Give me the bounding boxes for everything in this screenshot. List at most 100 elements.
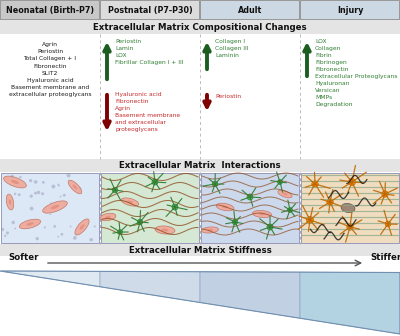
Circle shape: [1, 228, 4, 231]
Circle shape: [232, 219, 238, 225]
Circle shape: [112, 187, 118, 193]
Ellipse shape: [216, 203, 234, 211]
Ellipse shape: [11, 180, 19, 184]
Circle shape: [348, 178, 356, 185]
Ellipse shape: [80, 224, 84, 230]
Ellipse shape: [282, 193, 288, 195]
Circle shape: [79, 187, 81, 190]
Ellipse shape: [19, 219, 41, 229]
Text: Extracellular Matrix  Interactions: Extracellular Matrix Interactions: [119, 161, 281, 170]
Text: Collagen I
Collagen III
Laminin: Collagen I Collagen III Laminin: [215, 39, 248, 58]
Ellipse shape: [68, 180, 82, 194]
Circle shape: [52, 184, 55, 188]
Circle shape: [57, 236, 59, 238]
Ellipse shape: [155, 226, 175, 234]
Bar: [101, 173, 199, 243]
Ellipse shape: [73, 184, 77, 190]
Circle shape: [94, 225, 96, 227]
Circle shape: [18, 193, 21, 196]
Text: Adult: Adult: [238, 6, 262, 15]
Circle shape: [30, 207, 34, 210]
Ellipse shape: [222, 206, 228, 208]
Circle shape: [10, 175, 14, 178]
Circle shape: [50, 213, 51, 215]
Circle shape: [60, 233, 63, 236]
Circle shape: [44, 226, 46, 228]
Ellipse shape: [26, 222, 34, 226]
Bar: [301, 173, 399, 243]
Circle shape: [137, 219, 143, 225]
Bar: [0, 34, 400, 159]
Text: Injury: Injury: [337, 6, 363, 15]
Bar: [0, 244, 400, 256]
Circle shape: [57, 183, 59, 185]
Circle shape: [66, 173, 70, 177]
Circle shape: [41, 192, 44, 195]
Ellipse shape: [252, 210, 272, 218]
Circle shape: [63, 194, 66, 197]
Bar: [1, 173, 99, 243]
FancyBboxPatch shape: [100, 0, 200, 20]
Bar: [0, 20, 400, 34]
Ellipse shape: [9, 199, 11, 205]
Circle shape: [118, 229, 122, 235]
Text: Periostin
Lamin
LOX
Fibrillar Collagen I + III: Periostin Lamin LOX Fibrillar Collagen I…: [115, 39, 184, 65]
Polygon shape: [200, 272, 300, 318]
FancyBboxPatch shape: [0, 0, 100, 20]
Circle shape: [70, 225, 72, 227]
Circle shape: [30, 195, 33, 198]
Text: LOX
Collagen
Fibrin
Fibrinogen
Fibronectin
Extracellular Proteoglycans
Hyalurona: LOX Collagen Fibrin Fibrinogen Fibronect…: [315, 39, 397, 107]
Text: Extracellular Matrix Compositional Changes: Extracellular Matrix Compositional Chang…: [93, 23, 307, 32]
Polygon shape: [0, 271, 100, 287]
Circle shape: [152, 179, 158, 185]
Circle shape: [50, 202, 52, 204]
Ellipse shape: [259, 213, 265, 215]
Ellipse shape: [51, 205, 59, 209]
Circle shape: [14, 193, 16, 195]
Text: Extracellular Matrix Stiffness: Extracellular Matrix Stiffness: [129, 246, 271, 255]
Circle shape: [36, 237, 39, 240]
Text: Agrin
Periostin
Total Collagen + I
Fibronectin
SLIT2
Hyaluronic acid
Basement me: Agrin Periostin Total Collagen + I Fibro…: [9, 42, 91, 97]
Ellipse shape: [127, 201, 133, 203]
Circle shape: [14, 228, 16, 229]
Text: Periostin: Periostin: [215, 94, 241, 99]
Ellipse shape: [341, 203, 355, 213]
Ellipse shape: [100, 213, 116, 221]
Circle shape: [42, 181, 45, 184]
Text: Postnatal (P7-P30): Postnatal (P7-P30): [108, 6, 192, 15]
Circle shape: [247, 194, 253, 200]
Polygon shape: [300, 272, 400, 334]
Circle shape: [4, 235, 6, 237]
Circle shape: [172, 204, 178, 210]
Ellipse shape: [207, 229, 213, 231]
Ellipse shape: [4, 176, 26, 188]
Circle shape: [385, 221, 391, 227]
Circle shape: [6, 232, 9, 235]
Ellipse shape: [202, 227, 218, 233]
Circle shape: [312, 181, 318, 187]
Text: Neonatal (Birth-P7): Neonatal (Birth-P7): [6, 6, 94, 15]
Bar: [0, 159, 400, 172]
Ellipse shape: [278, 190, 292, 198]
Circle shape: [306, 216, 314, 223]
Circle shape: [212, 181, 218, 187]
Circle shape: [382, 191, 388, 197]
Circle shape: [267, 224, 273, 230]
Circle shape: [58, 185, 60, 186]
Ellipse shape: [43, 201, 67, 213]
Ellipse shape: [105, 216, 111, 218]
Ellipse shape: [162, 228, 168, 232]
Circle shape: [278, 180, 282, 184]
FancyBboxPatch shape: [200, 0, 300, 20]
Bar: [201, 173, 299, 243]
Circle shape: [288, 208, 292, 212]
Circle shape: [19, 176, 22, 178]
Circle shape: [327, 199, 333, 205]
Text: Hyaluronic acid
Fibronectin
Agrin
Basement membrane
and extracellular
proteoglyc: Hyaluronic acid Fibronectin Agrin Baseme…: [115, 92, 180, 132]
Circle shape: [37, 191, 40, 194]
Circle shape: [53, 225, 56, 228]
Circle shape: [347, 224, 353, 230]
Circle shape: [34, 192, 37, 195]
Polygon shape: [100, 271, 200, 302]
Circle shape: [90, 238, 93, 242]
